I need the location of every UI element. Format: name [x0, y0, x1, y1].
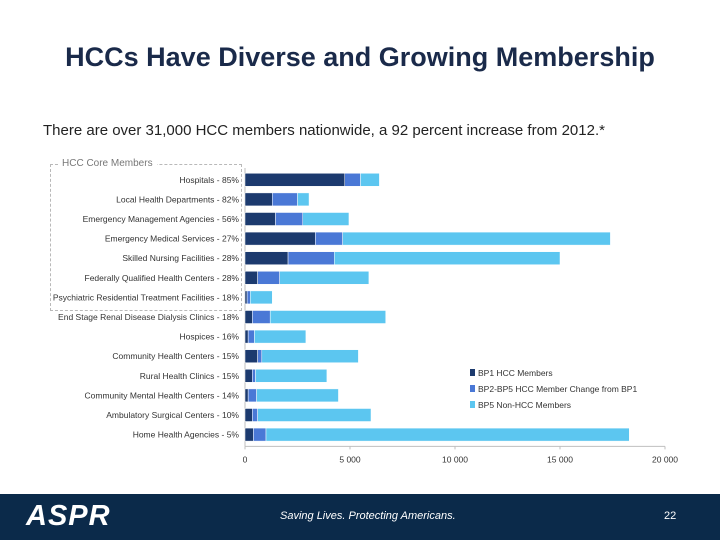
bar-segment [257, 271, 280, 285]
category-label: Community Mental Health Centers - 14% [85, 390, 240, 400]
category-label: Home Health Agencies - 5% [133, 430, 240, 440]
bar-segment [244, 329, 249, 344]
page-number: 22 [664, 510, 677, 522]
category-label: Federally Qualified Health Centers - 28% [85, 273, 240, 283]
bar-segment [360, 173, 380, 187]
category-label: Psychiatric Residential Treatment Facili… [53, 292, 240, 302]
bar-segment [244, 408, 253, 422]
bar-segment [257, 349, 263, 363]
bar-segment [287, 251, 335, 265]
footer-tagline: Saving Lives. Protecting Americans. [280, 510, 456, 522]
bar-segment [244, 349, 258, 363]
bar-segment [244, 310, 253, 324]
bar-segment [297, 192, 310, 207]
bar-segment [244, 369, 253, 383]
bar-segment [244, 251, 289, 265]
bar-segment [252, 408, 258, 422]
bar-segment [244, 388, 249, 403]
bar-segment [252, 369, 256, 383]
bar-segment [244, 173, 345, 187]
category-label: Local Health Departments - 82% [116, 194, 239, 204]
bar-segment [244, 192, 273, 207]
bar-segment [244, 290, 248, 305]
legend-swatch [470, 401, 475, 408]
legend-swatch [470, 385, 475, 392]
category-label: Emergency Management Agencies - 56% [83, 214, 240, 224]
bar-segment [246, 290, 251, 305]
slide-subtitle: There are over 31,000 HCC members nation… [43, 122, 605, 139]
bar-segment [272, 192, 298, 207]
bar-segment [253, 427, 267, 442]
category-label: Ambulatory Surgical Centers - 10% [106, 410, 239, 420]
bar-segment [265, 427, 630, 442]
bar-segment [269, 310, 386, 324]
bar-segment [255, 369, 328, 383]
category-label: Hospices - 16% [179, 332, 239, 342]
bar-segment [342, 231, 611, 246]
bar-segment [247, 388, 257, 403]
x-tick-label: 10 000 [442, 454, 468, 464]
bar-segment [302, 212, 350, 226]
footer-bar [0, 494, 720, 540]
category-label: Emergency Medical Services - 27% [105, 234, 240, 244]
bar-segment [244, 271, 258, 285]
category-label: Hospitals - 85% [179, 175, 239, 185]
bar-segment [256, 388, 339, 403]
legend-swatch [470, 369, 475, 376]
x-tick-label: 20 000 [652, 454, 678, 464]
bar-segment [279, 271, 370, 285]
core-members-label: HCC Core Members [58, 158, 157, 169]
bar-segment [254, 329, 307, 344]
bar-segment [244, 427, 254, 442]
x-tick-label: 15 000 [547, 454, 573, 464]
membership-bar-chart: Hospitals - 85% Local Health Departments … [53, 168, 678, 464]
legend-label: BP1 HCC Members [478, 368, 553, 378]
bar-segment [244, 231, 316, 246]
bar-segment [244, 212, 276, 226]
legend-label: BP5 Non-HCC Members [478, 400, 571, 410]
bar-segment [247, 329, 255, 344]
category-label: Rural Health Clinics - 15% [140, 371, 240, 381]
bar-segment [344, 173, 361, 187]
category-label: End Stage Renal Disease Dialysis Clinics… [58, 312, 239, 322]
legend-label: BP2-BP5 HCC Member Change from BP1 [478, 384, 637, 394]
bar-segment [315, 231, 343, 246]
bar-segment [275, 212, 304, 226]
x-tick-label: 0 [243, 454, 248, 464]
bar-segment [252, 310, 271, 324]
x-tick-label: 5 000 [339, 454, 361, 464]
slide-title: HCCs Have Diverse and Growing Membership [65, 42, 655, 72]
bar-segment [261, 349, 359, 363]
bar-segment [257, 408, 372, 422]
category-label: Community Health Centers - 15% [112, 351, 239, 361]
bar-segment [334, 251, 561, 265]
aspr-logo: ASPR [26, 500, 111, 532]
bar-segment [250, 290, 273, 305]
category-label: Skilled Nursing Facilities - 28% [122, 253, 239, 263]
